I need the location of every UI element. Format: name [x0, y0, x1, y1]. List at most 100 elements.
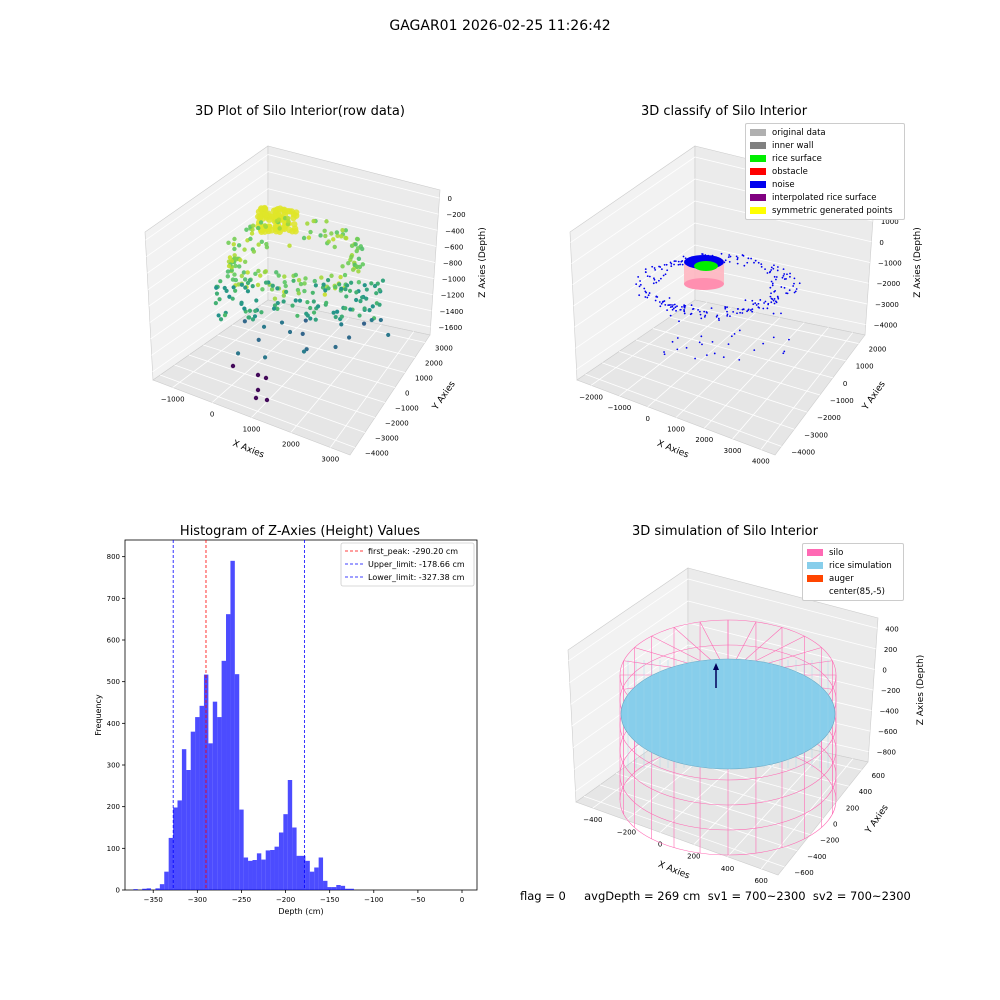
y-tick-label: 200: [107, 803, 120, 811]
histogram-bar: [248, 860, 253, 890]
x-tick-label: −400: [583, 816, 602, 824]
noise-point: [703, 310, 706, 313]
noise-point: [760, 263, 763, 266]
data-point: [248, 236, 253, 242]
legend-item: inner wall: [750, 139, 900, 152]
noise-point: [638, 294, 641, 297]
data-point: [282, 274, 287, 279]
noise-point: [676, 305, 678, 308]
floor-pane: [576, 299, 866, 456]
noise-point: [783, 273, 786, 275]
data-point: [256, 337, 261, 342]
data-point: [339, 322, 344, 327]
noise-point: [698, 341, 701, 344]
histogram-bar: [159, 884, 165, 890]
noise-point: [679, 263, 682, 266]
histogram-bar: [155, 888, 160, 890]
data-point: [354, 248, 359, 254]
noise-point: [728, 254, 731, 256]
data-point: [263, 375, 269, 381]
histogram-bar: [146, 888, 152, 890]
data-point: [300, 331, 305, 337]
data-point: [302, 281, 307, 286]
noise-point: [746, 261, 749, 264]
data-point: [306, 235, 312, 240]
z-tick-label: −1200: [441, 292, 465, 300]
y-tick-label: −2000: [385, 420, 409, 428]
noise-point: [789, 275, 791, 278]
data-point: [253, 271, 258, 277]
noise-point: [671, 308, 674, 311]
data-point: [343, 306, 348, 311]
z-tick-label: −1600: [439, 324, 463, 332]
data-point: [305, 221, 310, 226]
noise-point: [698, 310, 701, 313]
data-point: [305, 313, 310, 318]
data-point: [298, 281, 304, 287]
noise-point: [772, 312, 775, 315]
data-point: [262, 355, 268, 360]
data-point: [235, 351, 241, 356]
data-point: [258, 273, 263, 278]
data-point: [308, 305, 313, 311]
data-point: [333, 314, 338, 320]
noise-point: [639, 280, 641, 282]
noise-point: [662, 300, 665, 303]
data-point: [354, 290, 359, 295]
data-point: [287, 329, 293, 335]
legend-item: interpolated rice surface: [750, 191, 900, 204]
data-point: [256, 268, 261, 274]
z-tick-label: 0: [882, 666, 886, 674]
data-point: [230, 363, 236, 369]
data-point: [322, 292, 328, 297]
classified-points: [635, 252, 801, 361]
legend-label: Upper_limit: -178.66 cm: [368, 560, 465, 569]
noise-point: [670, 304, 672, 306]
data-point: [370, 304, 375, 309]
data-point: [325, 278, 331, 283]
histogram-bar: [199, 705, 204, 890]
simulation-3d-plot: −400−20002004006006004002000−200−400−600…: [567, 567, 926, 885]
data-point: [272, 303, 278, 308]
noise-point: [658, 279, 660, 282]
noise-point: [737, 308, 739, 310]
z-tick-label: −1000: [878, 260, 902, 268]
histogram-bar: [181, 749, 187, 890]
histogram-bar: [168, 837, 174, 890]
data-point: [279, 320, 285, 325]
noise-point: [729, 255, 732, 258]
histogram-bar: [230, 560, 235, 890]
data-point: [281, 299, 286, 304]
noise-point: [757, 302, 760, 305]
y-tick-label: 3000: [435, 345, 453, 353]
histogram-bar: [265, 850, 271, 890]
data-point: [329, 273, 334, 278]
data-point: [329, 231, 334, 236]
data-point: [337, 282, 342, 287]
data-point: [227, 294, 232, 299]
z-tick-label: −800: [443, 260, 462, 268]
data-point: [232, 272, 237, 277]
data-point: [258, 206, 265, 213]
data-point: [276, 217, 282, 222]
noise-point: [700, 317, 703, 320]
histogram-bar: [345, 888, 350, 890]
noise-point: [646, 275, 649, 277]
noise-point: [730, 335, 733, 338]
noise-point: [724, 259, 727, 262]
data-point: [361, 321, 367, 326]
data-point: [342, 272, 348, 278]
noise-point: [669, 306, 672, 308]
noise-point: [662, 274, 665, 277]
data-point: [360, 295, 365, 300]
data-point: [232, 253, 237, 258]
noise-point: [755, 304, 758, 306]
legend-label: noise: [772, 179, 795, 190]
data-point: [377, 302, 382, 307]
z-tick-label: −4000: [874, 322, 898, 330]
x-tick-label: 0: [210, 411, 214, 419]
data-point: [321, 282, 326, 287]
noise-point: [644, 268, 647, 271]
simulation-legend: silo rice simulation auger center(85,-5): [802, 543, 904, 601]
data-point: [214, 291, 220, 296]
